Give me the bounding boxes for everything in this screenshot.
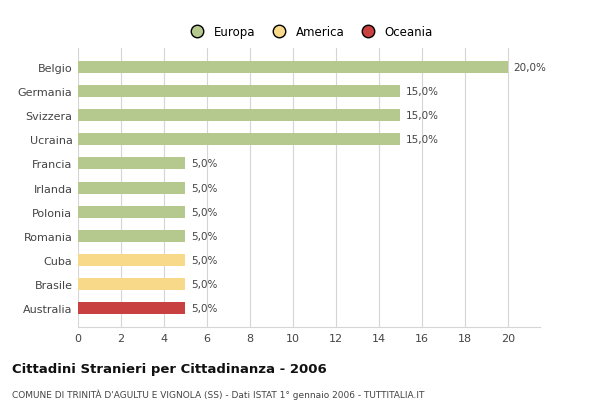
Text: 15,0%: 15,0% (406, 135, 439, 145)
Legend: Europa, America, Oceania: Europa, America, Oceania (181, 22, 437, 44)
Text: 5,0%: 5,0% (191, 207, 217, 217)
Text: 15,0%: 15,0% (406, 87, 439, 97)
Bar (78, 86, 400, 98)
Bar (78, 279, 185, 290)
Text: 5,0%: 5,0% (191, 159, 217, 169)
Text: Cittadini Stranieri per Cittadinanza - 2006: Cittadini Stranieri per Cittadinanza - 2… (12, 362, 327, 375)
Text: 5,0%: 5,0% (191, 183, 217, 193)
Bar (78, 158, 185, 170)
Text: 20,0%: 20,0% (513, 63, 546, 73)
Text: 5,0%: 5,0% (191, 279, 217, 290)
Text: COMUNE DI TRINITÀ D'AGULTU E VIGNOLA (SS) - Dati ISTAT 1° gennaio 2006 - TUTTITA: COMUNE DI TRINITÀ D'AGULTU E VIGNOLA (SS… (12, 388, 424, 399)
Bar (78, 182, 185, 194)
Bar (78, 62, 508, 74)
Bar (78, 254, 185, 266)
Bar (78, 230, 185, 242)
Bar (78, 134, 400, 146)
Bar (78, 206, 185, 218)
Text: 5,0%: 5,0% (191, 231, 217, 241)
Bar (78, 303, 185, 315)
Text: 5,0%: 5,0% (191, 255, 217, 265)
Text: 15,0%: 15,0% (406, 111, 439, 121)
Bar (78, 110, 400, 122)
Text: 5,0%: 5,0% (191, 303, 217, 314)
